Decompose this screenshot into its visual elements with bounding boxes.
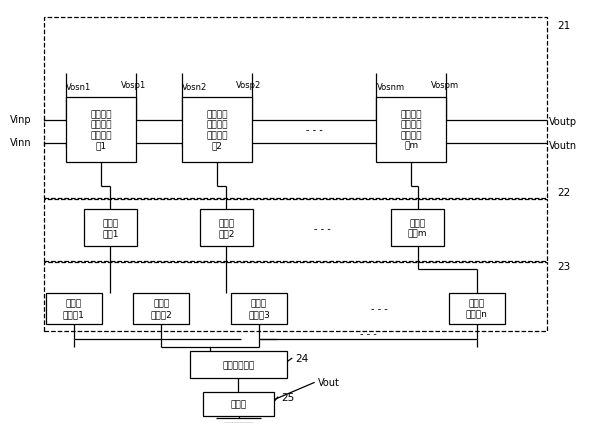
Text: Voutn: Voutn — [549, 141, 577, 151]
Text: Vout: Vout — [318, 377, 339, 387]
Text: Vosnm: Vosnm — [377, 83, 405, 92]
Text: Vospm: Vospm — [431, 81, 459, 90]
Text: Vosn2: Vosn2 — [182, 83, 207, 92]
Bar — [44, 262, 547, 331]
Bar — [449, 293, 505, 325]
Bar — [84, 210, 137, 247]
Text: Vosp1: Vosp1 — [121, 81, 146, 90]
Bar — [44, 17, 547, 198]
Bar — [46, 293, 102, 325]
Text: Vinp: Vinp — [10, 115, 31, 125]
Text: 带低通滤
波的直流
失调抑制
器1: 带低通滤 波的直流 失调抑制 器1 — [90, 110, 112, 150]
Text: 幅度检
测单元1: 幅度检 测单元1 — [63, 299, 84, 318]
Text: Vinn: Vinn — [10, 138, 31, 148]
Text: 带低通滤
波的直流
失调抑制
器2: 带低通滤 波的直流 失调抑制 器2 — [206, 110, 228, 150]
Text: Vosp2: Vosp2 — [236, 81, 261, 90]
Text: 电流相加电路: 电流相加电路 — [222, 360, 255, 369]
Text: - - -: - - - — [314, 223, 330, 233]
Text: Vosn1: Vosn1 — [67, 83, 91, 92]
Text: 滤波器: 滤波器 — [230, 400, 247, 409]
Bar — [182, 98, 252, 163]
Bar — [203, 392, 274, 416]
Text: 22: 22 — [557, 188, 570, 198]
Bar — [67, 98, 136, 163]
Text: 限幅放
大器2: 限幅放 大器2 — [218, 219, 235, 238]
Text: 25: 25 — [281, 392, 295, 402]
Bar — [190, 351, 287, 378]
Text: - - -: - - - — [306, 125, 323, 135]
Text: - - -: - - - — [371, 304, 388, 314]
Text: 限幅放
大器1: 限幅放 大器1 — [102, 219, 119, 238]
Text: Voutp: Voutp — [549, 116, 577, 127]
Text: 21: 21 — [557, 21, 570, 31]
Text: 幅度检
测单元3: 幅度检 测单元3 — [248, 299, 270, 318]
Text: 幅度检
测单元n: 幅度检 测单元n — [466, 299, 488, 318]
Text: 限幅放
大器m: 限幅放 大器m — [408, 219, 427, 238]
Text: - - -: - - - — [359, 328, 376, 338]
Text: 24: 24 — [295, 353, 308, 363]
Bar — [134, 293, 189, 325]
Bar — [231, 293, 287, 325]
Text: 23: 23 — [557, 262, 570, 272]
Text: 幅度检
测单元2: 幅度检 测单元2 — [150, 299, 172, 318]
Bar — [44, 199, 547, 262]
Bar — [391, 210, 444, 247]
Bar — [377, 98, 446, 163]
Bar — [200, 210, 253, 247]
Text: 带低通滤
波的直流
失调抑制
器m: 带低通滤 波的直流 失调抑制 器m — [400, 110, 422, 150]
